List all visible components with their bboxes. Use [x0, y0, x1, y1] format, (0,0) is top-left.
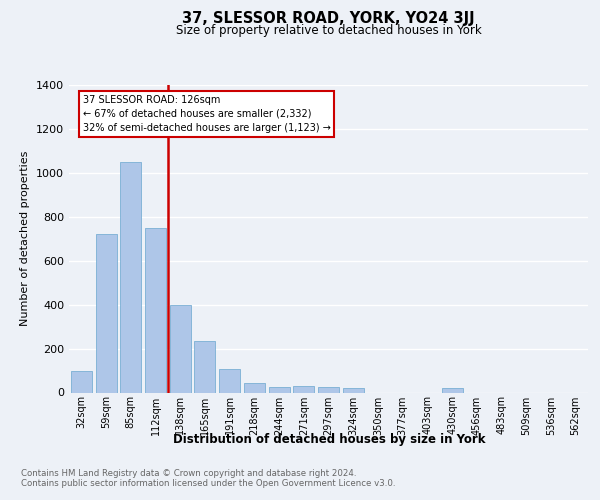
Bar — [442, 388, 463, 392]
Bar — [219, 370, 240, 392]
Bar — [318, 387, 339, 392]
Text: Distribution of detached houses by size in York: Distribution of detached houses by size … — [173, 432, 485, 446]
Bar — [194, 341, 215, 392]
Bar — [95, 234, 116, 392]
Bar — [120, 162, 141, 392]
Bar — [170, 304, 191, 392]
Bar — [244, 382, 265, 392]
Text: 37, SLESSOR ROAD, YORK, YO24 3JJ: 37, SLESSOR ROAD, YORK, YO24 3JJ — [182, 11, 475, 26]
Y-axis label: Number of detached properties: Number of detached properties — [20, 151, 31, 326]
Text: Size of property relative to detached houses in York: Size of property relative to detached ho… — [176, 24, 482, 37]
Text: Contains HM Land Registry data © Crown copyright and database right 2024.
Contai: Contains HM Land Registry data © Crown c… — [21, 469, 395, 488]
Bar — [71, 370, 92, 392]
Bar — [269, 387, 290, 392]
Bar — [343, 388, 364, 392]
Text: 37 SLESSOR ROAD: 126sqm
← 67% of detached houses are smaller (2,332)
32% of semi: 37 SLESSOR ROAD: 126sqm ← 67% of detache… — [83, 95, 331, 133]
Bar — [293, 386, 314, 392]
Bar — [145, 228, 166, 392]
